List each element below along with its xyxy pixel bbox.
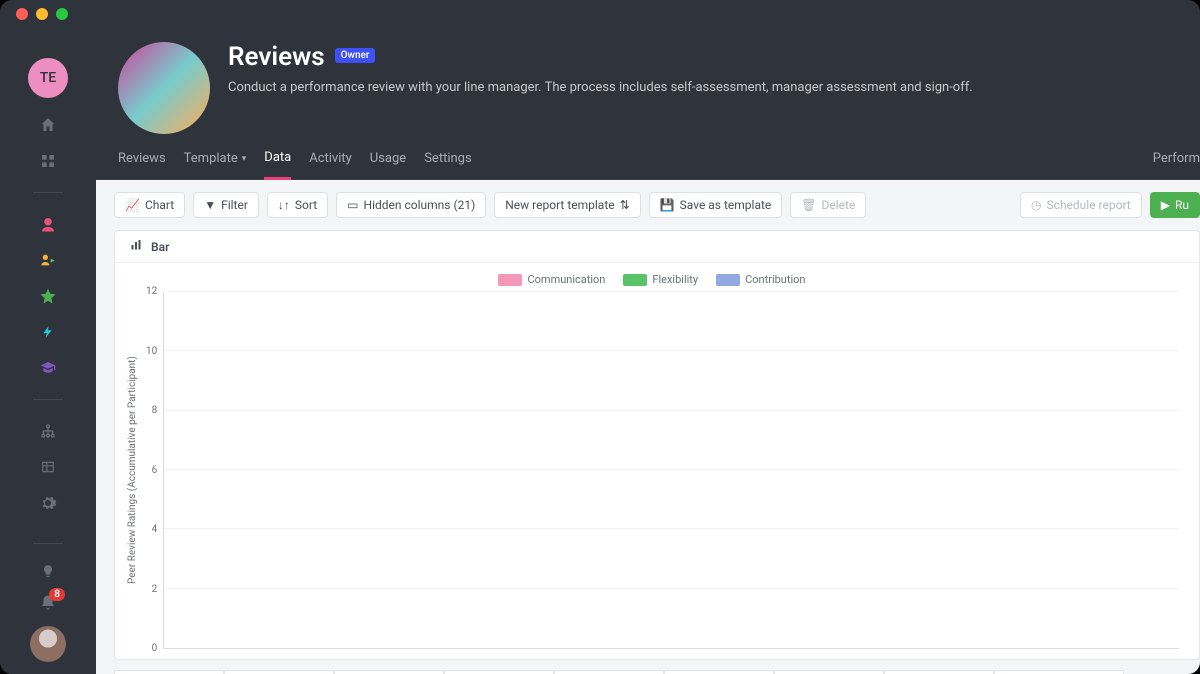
delete-button[interactable]: 🗑Delete (790, 192, 866, 218)
template-avatar (118, 42, 210, 134)
team-icon[interactable] (39, 251, 57, 269)
main-content: Reviews Owner Conduct a performance revi… (96, 28, 1200, 674)
user-avatar[interactable] (30, 626, 66, 662)
column-header[interactable]: ⋮⋮State (334, 670, 444, 674)
save-as-template-button[interactable]: 💾Save as template (649, 192, 783, 218)
toolbar: 📈Chart ▼Filter ↓↑Sort ▭Hidden columns (2… (114, 192, 1200, 218)
column-header[interactable]: ⋮⋮Reviewer (554, 670, 664, 674)
sidebar: TE 8 (0, 28, 96, 674)
tab-data[interactable]: Data (264, 150, 291, 180)
column-header[interactable]: ⋮⋮App ID (224, 670, 334, 674)
y-axis-label: Peer Review Ratings (Accumulative per Pa… (125, 292, 140, 649)
lightbulb-icon[interactable] (39, 562, 57, 580)
star-icon[interactable] (39, 287, 57, 305)
sidebar-divider (33, 192, 63, 193)
graduation-icon[interactable] (39, 359, 57, 377)
plot-area (163, 292, 1179, 649)
window-min-dot[interactable] (36, 8, 48, 20)
tab-activity[interactable]: Activity (309, 151, 352, 178)
user-initials-avatar[interactable]: TE (28, 58, 68, 98)
schedule-report-button[interactable]: ◷Schedule report (1020, 192, 1142, 218)
columns-icon: ▭ (347, 198, 358, 212)
clock-icon: ◷ (1031, 198, 1041, 212)
column-header[interactable]: ⋮⋮Who do you co... (774, 670, 884, 674)
table-column-headers: ⋮⋮ID⋮⋮App ID⋮⋮State⋮⋮Status⋮⋮Reviewer⋮⋮E… (114, 670, 1200, 674)
run-button[interactable]: ▶Ru (1150, 192, 1200, 218)
new-report-template-select[interactable]: New report template⇅ (494, 192, 640, 218)
gear-icon[interactable] (39, 494, 57, 512)
y-axis-ticks: 024681012 (140, 292, 163, 649)
chart-button[interactable]: 📈Chart (114, 192, 185, 218)
legend-label: Communication (527, 273, 605, 286)
trash-icon: 🗑 (801, 198, 816, 212)
sort-icon: ↓↑ (278, 198, 290, 212)
filter-icon: ▼ (204, 198, 216, 212)
legend-swatch (498, 274, 522, 286)
legend-swatch (716, 274, 740, 286)
hidden-columns-button[interactable]: ▭Hidden columns (21) (336, 192, 486, 218)
avatar-text: TE (40, 70, 56, 86)
tab-usage[interactable]: Usage (370, 151, 406, 178)
titlebar (0, 0, 1200, 28)
window-close-dot[interactable] (16, 8, 28, 20)
owner-badge: Owner (335, 48, 376, 63)
tab-settings[interactable]: Settings (424, 151, 471, 178)
chart-legend: Communication Flexibility Contribution (125, 273, 1179, 286)
bolt-icon[interactable] (39, 323, 57, 341)
column-header[interactable]: ⋮⋮Employee (664, 670, 774, 674)
column-header[interactable]: ⋮⋮Please give you... (884, 670, 994, 674)
save-icon: 💾 (660, 198, 675, 212)
notifications-button[interactable]: 8 (39, 594, 57, 612)
gridline (164, 350, 1179, 351)
sidebar-divider (33, 543, 63, 544)
chart-card: Bar Communication Flexibility Contribution… (114, 230, 1200, 660)
play-icon: ▶ (1161, 198, 1170, 212)
home-icon[interactable] (39, 116, 57, 134)
page-title: Reviews (228, 42, 325, 72)
tab-template[interactable]: Template▾ (184, 151, 247, 178)
legend-swatch (623, 274, 647, 286)
chevron-down-icon: ▾ (242, 154, 247, 164)
bar-chart-icon (129, 239, 143, 254)
chart-type-selector[interactable]: Bar (115, 231, 1199, 263)
workspace: 📈Chart ▼Filter ↓↑Sort ▭Hidden columns (2… (96, 180, 1200, 674)
select-arrows-icon: ⇅ (620, 198, 630, 212)
legend-label: Flexibility (652, 273, 698, 286)
column-header[interactable]: ⋮⋮ID (114, 670, 224, 674)
table-icon[interactable] (39, 458, 57, 476)
sidebar-divider (33, 399, 63, 400)
column-header[interactable]: ⋮⋮Please give the... (994, 670, 1124, 674)
filter-button[interactable]: ▼Filter (193, 192, 259, 218)
column-header[interactable]: ⋮⋮Status (444, 670, 554, 674)
chart-type-label: Bar (151, 240, 169, 254)
app-window: TE 8 (0, 0, 1200, 674)
gridline (164, 410, 1179, 411)
person-icon[interactable] (39, 215, 57, 233)
gridline (164, 469, 1179, 470)
legend-item[interactable]: Communication (498, 273, 605, 286)
notification-count-badge: 8 (49, 588, 65, 601)
gridline (164, 291, 1179, 292)
page-subtitle: Conduct a performance review with your l… (228, 80, 973, 95)
legend-item[interactable]: Flexibility (623, 273, 698, 286)
breadcrumb-right[interactable]: Perform (1153, 151, 1200, 178)
bar-groups (164, 292, 1179, 648)
hierarchy-icon[interactable] (39, 422, 57, 440)
chart-icon: 📈 (125, 198, 140, 212)
legend-label: Contribution (745, 273, 805, 286)
legend-item[interactable]: Contribution (716, 273, 805, 286)
tab-reviews[interactable]: Reviews (118, 151, 166, 178)
gridline (164, 588, 1179, 589)
grid-icon[interactable] (39, 152, 57, 170)
gridline (164, 528, 1179, 529)
sort-button[interactable]: ↓↑Sort (267, 192, 328, 218)
page-header: Reviews Owner Conduct a performance revi… (96, 28, 1200, 134)
window-max-dot[interactable] (56, 8, 68, 20)
tabs: Reviews Template▾ Data Activity Usage Setting… (96, 134, 1200, 180)
